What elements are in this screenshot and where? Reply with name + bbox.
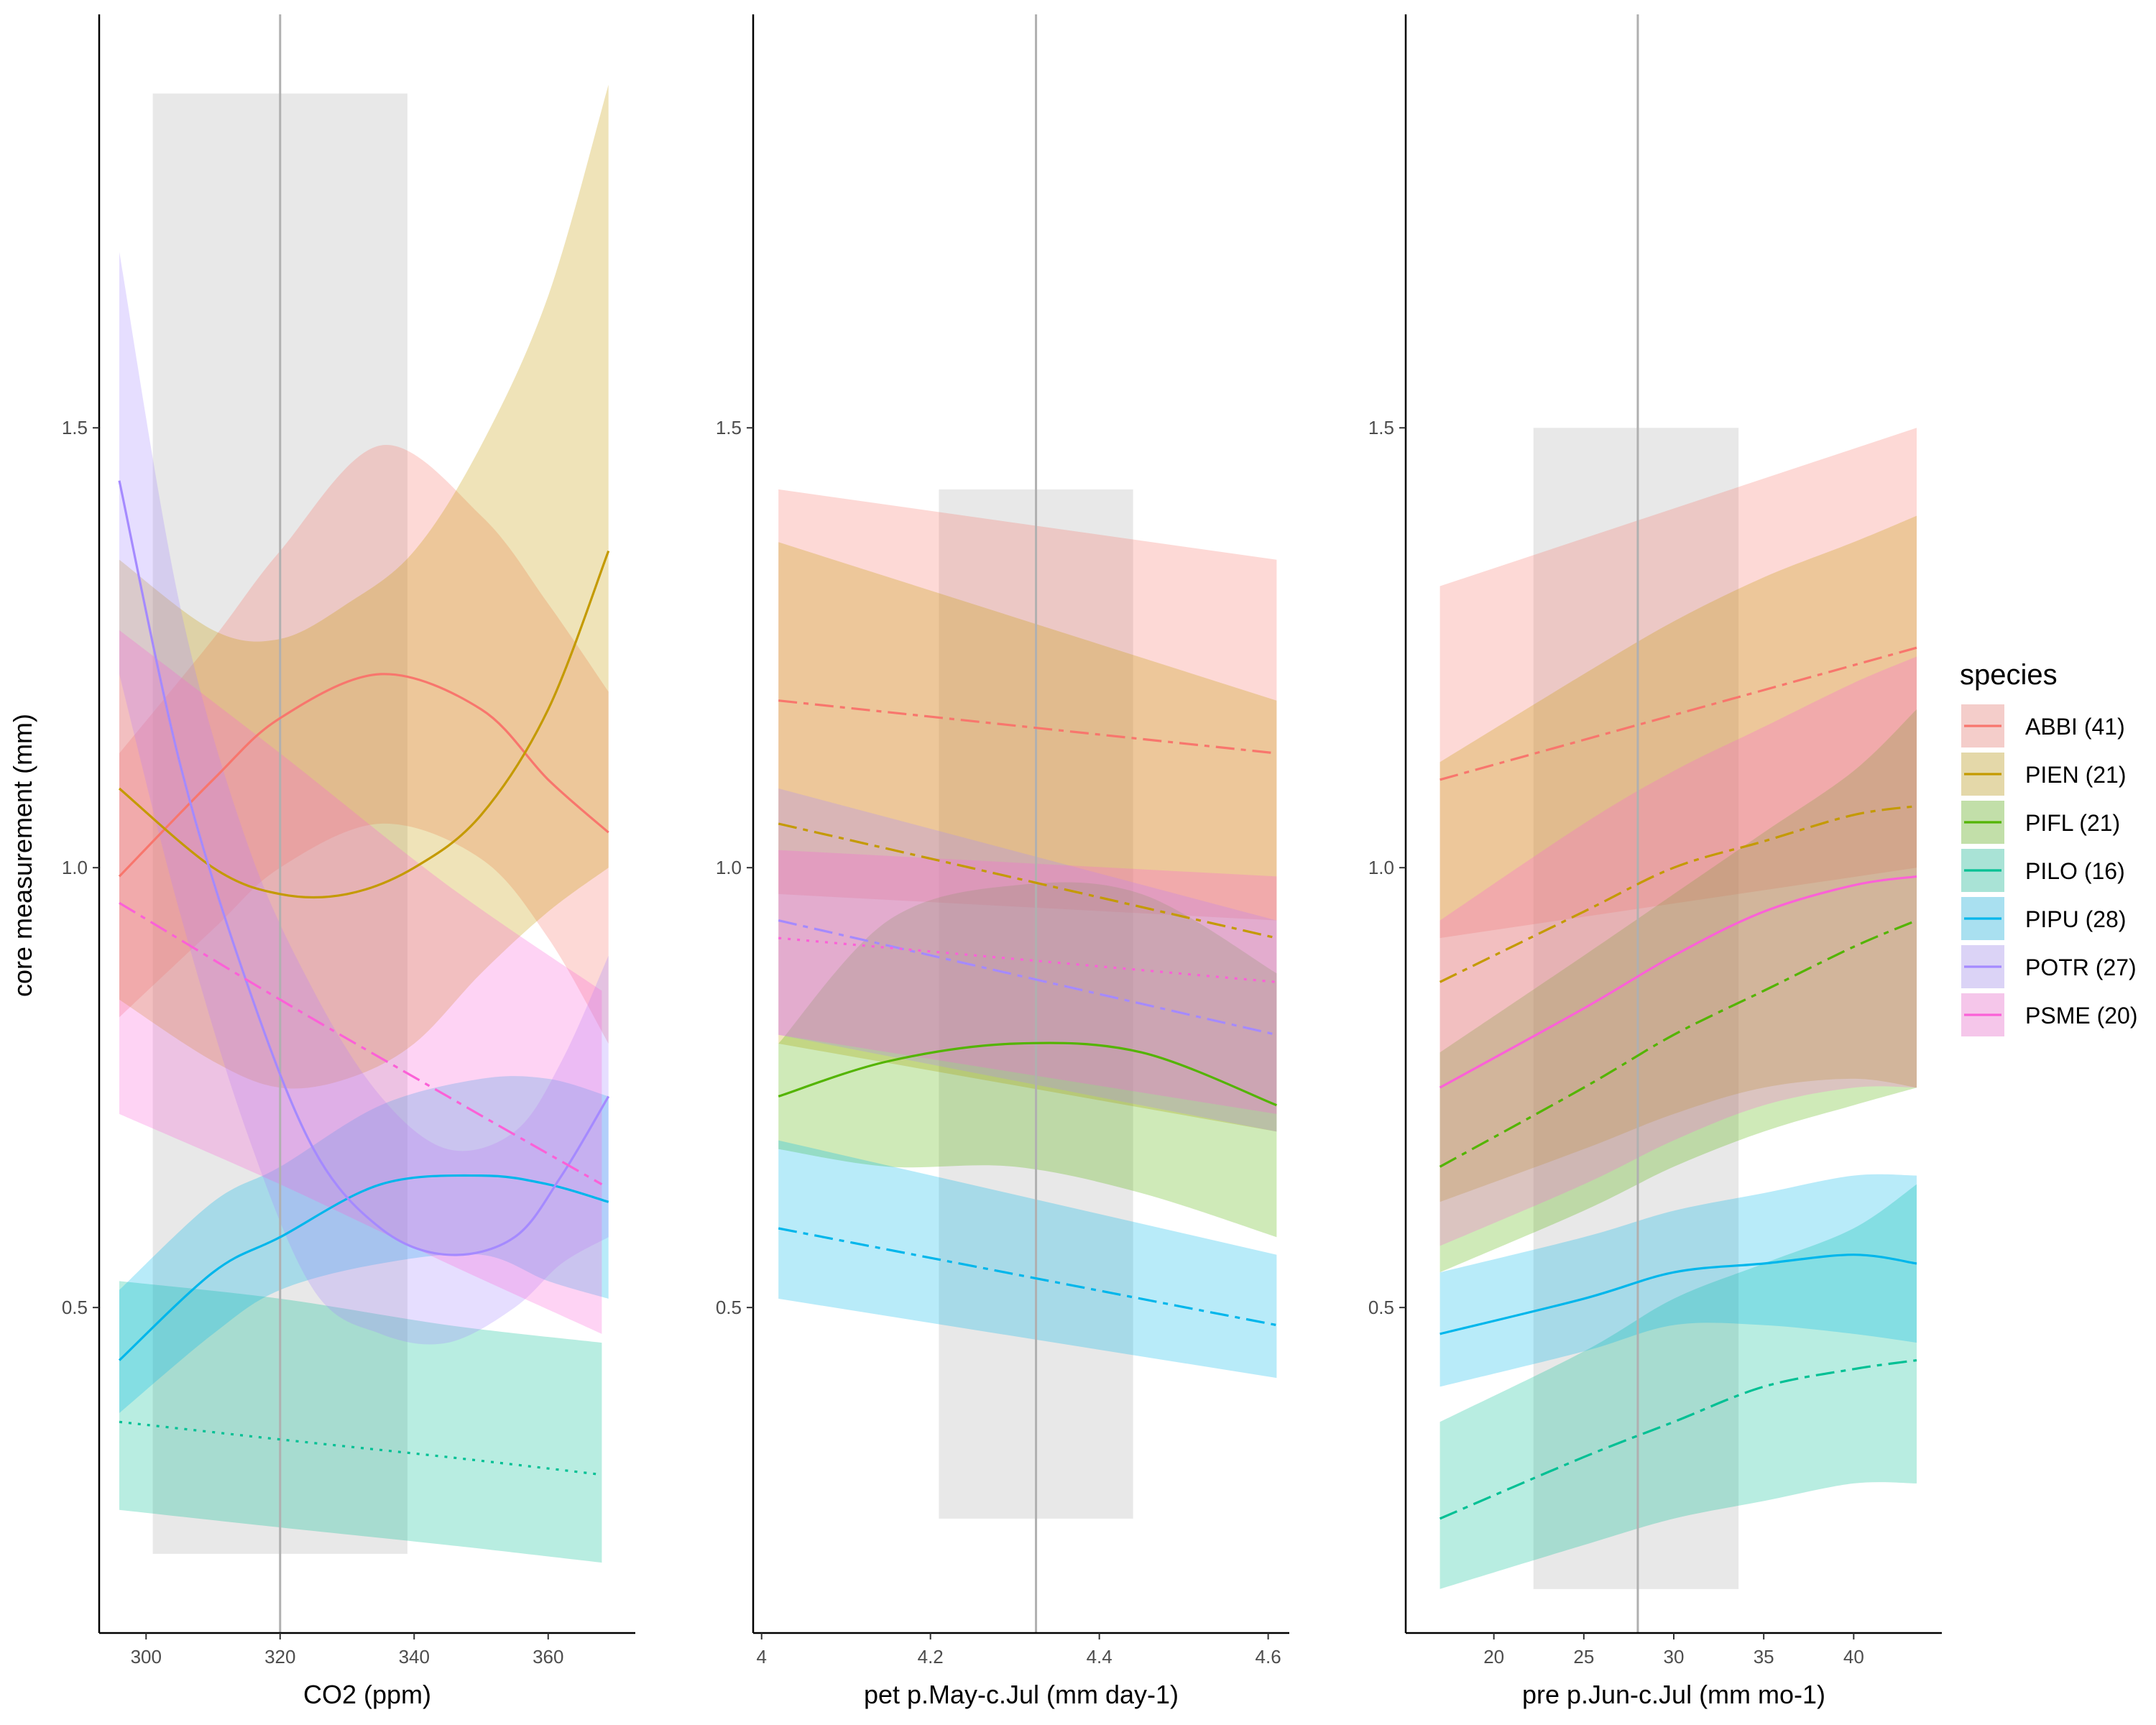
line-psme (1439, 875, 1917, 1089)
line-pilo (1439, 1359, 1917, 1520)
ribbon-potr (119, 252, 609, 1345)
y-tick-label: 1.0 (716, 857, 742, 878)
x-tick-label: 30 (1664, 1646, 1685, 1668)
y-tick-label: 1.0 (1368, 857, 1394, 878)
line-abbi (118, 673, 609, 878)
legend-label: ABBI (41) (2025, 714, 2125, 740)
legend: species ABBI (41) PIEN (21) PIFL (21) PILO … (1960, 659, 2137, 1036)
line-pifl (1439, 919, 1917, 1168)
line-abbi (778, 699, 1277, 755)
x-tick-label: 4.6 (1256, 1646, 1281, 1668)
x-tick-label: 4 (757, 1646, 767, 1668)
x-tick-label: 35 (1754, 1646, 1774, 1668)
line-potr (118, 480, 610, 1256)
line-pien (118, 551, 610, 899)
ribbon-psme (1439, 656, 1917, 1246)
ribbon-pilo (119, 1281, 602, 1563)
x-axis-title: pet p.May-c.Jul (mm day-1) (864, 1680, 1179, 1709)
legend-entry: PIFL (21) (1961, 801, 2120, 844)
ribbon-pipu (778, 1140, 1277, 1379)
ribbon-pipu (1439, 1174, 1917, 1387)
legend-label: PIFL (21) (2025, 810, 2120, 836)
legend-entry: PILO (16) (1961, 849, 2125, 892)
line-psme (119, 901, 603, 1186)
line-pien (778, 822, 1277, 939)
y-axis-title: core measurement (mm) (8, 714, 37, 997)
line-pipu (1439, 1254, 1917, 1335)
y-tick-label: 0.5 (62, 1297, 88, 1318)
y-tick-label: 1.5 (716, 417, 742, 438)
chart-panels: 0.5 1.0 1.5 300 320 340 360 CO2 (ppm) 0.5 1.0 1.5 4… (62, 14, 1942, 1709)
x-axis-title: CO2 (ppm) (303, 1680, 431, 1709)
y-tick-label: 0.5 (1368, 1297, 1394, 1318)
legend-entry: POTR (27) (1961, 945, 2137, 988)
ribbon-pipu (119, 1076, 609, 1413)
x-tick-label: 340 (399, 1646, 430, 1668)
ribbon-abbi (1439, 428, 1917, 939)
legend-label: PIPU (28) (2025, 906, 2126, 932)
ribbon-pilo (1439, 1184, 1917, 1589)
ribbon-potr (778, 788, 1277, 1132)
ribbon-pien (1439, 515, 1917, 1202)
y-tick-label: 1.0 (62, 857, 88, 878)
y-tick-label: 0.5 (716, 1297, 742, 1318)
ribbon-psme (778, 850, 1277, 1114)
legend-entry: ABBI (41) (1961, 704, 2125, 748)
y-tick-label: 1.5 (1368, 417, 1394, 438)
panel-1: 0.5 1.0 1.5 300 320 340 360 CO2 (ppm) (62, 14, 635, 1709)
panel-3: 0.5 1.0 1.5 20 25 30 35 40 pre p.Jun-c.Jul (mm m… (1368, 14, 1942, 1709)
legend-label: PILO (16) (2025, 858, 2125, 884)
x-tick-label: 4.2 (918, 1646, 944, 1668)
x-tick-label: 320 (264, 1646, 295, 1668)
legend-entry: PIPU (28) (1961, 897, 2126, 940)
line-pipu (778, 1227, 1277, 1327)
highlight-band (1533, 428, 1739, 1589)
legend-label: PSME (20) (2025, 1003, 2137, 1029)
ribbon-pien (778, 542, 1277, 1132)
panel-2: 0.5 1.0 1.5 4 4.2 4.4 4.6 pet p.May-c.Jul (mm d… (716, 14, 1289, 1709)
y-tick-label: 1.5 (62, 417, 88, 438)
x-tick-label: 25 (1573, 1646, 1594, 1668)
legend-title: species (1960, 659, 2058, 691)
legend-entry: PIEN (21) (1961, 753, 2126, 796)
x-axis-title: pre p.Jun-c.Jul (mm mo-1) (1522, 1680, 1825, 1709)
line-pipu (118, 1174, 609, 1361)
legend-label: PIEN (21) (2025, 762, 2126, 788)
legend-label: POTR (27) (2025, 954, 2137, 980)
line-pifl (778, 1041, 1277, 1107)
x-tick-label: 360 (533, 1646, 563, 1668)
ribbon-pifl (1439, 709, 1917, 1273)
ribbon-pien (119, 84, 609, 1089)
line-pien (1439, 804, 1917, 983)
ribbon-abbi (778, 489, 1277, 921)
line-abbi (1439, 646, 1917, 781)
x-tick-label: 300 (131, 1646, 162, 1668)
legend-entry: PSME (20) (1961, 993, 2137, 1036)
line-potr (778, 919, 1277, 1036)
x-tick-label: 40 (1843, 1646, 1864, 1668)
ribbon-abbi (119, 445, 609, 1044)
ribbon-psme (119, 630, 602, 1334)
x-tick-label: 20 (1483, 1646, 1504, 1668)
x-tick-label: 4.4 (1087, 1646, 1112, 1668)
